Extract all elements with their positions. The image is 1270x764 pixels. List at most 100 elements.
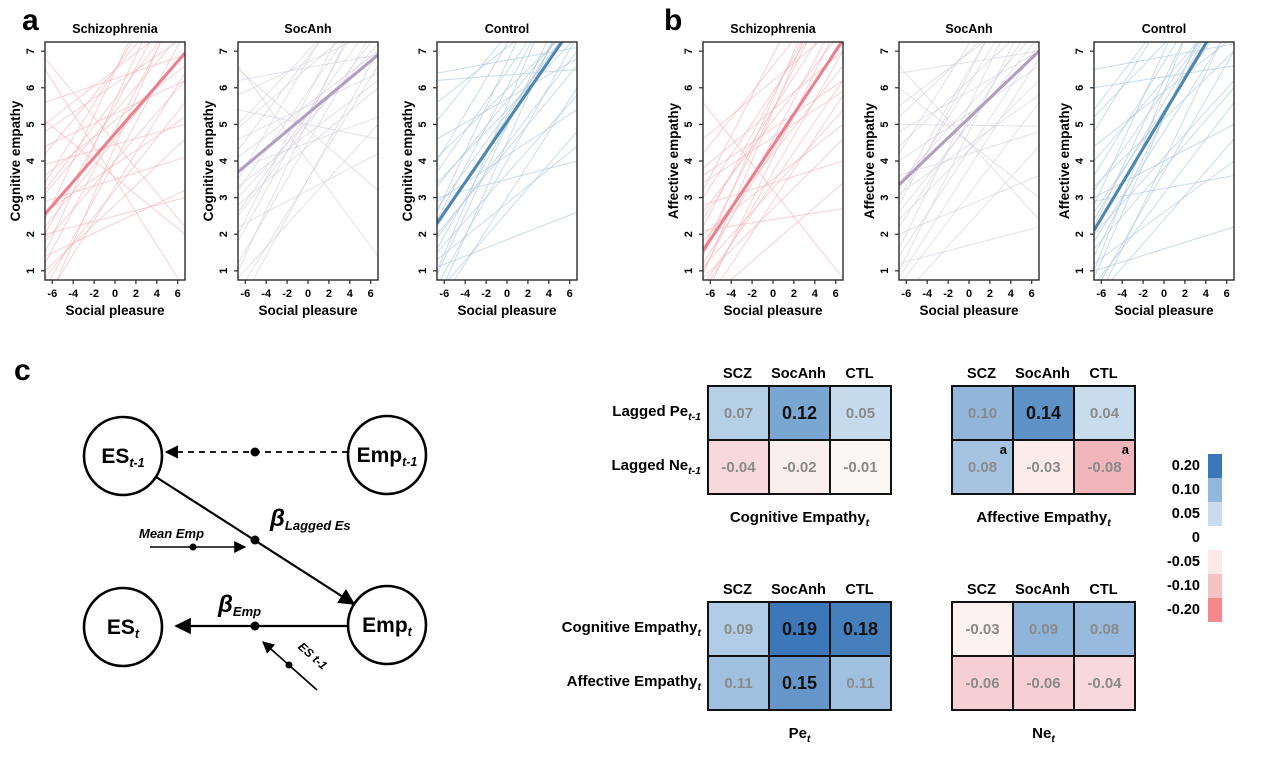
x-tick-label: -4 [68,288,79,300]
cell-value: -0.06 [1026,674,1061,692]
column-header: SCZ [967,366,996,382]
legend-swatch [1208,526,1222,550]
subject-line [1110,138,1234,280]
subject-line [899,65,1039,220]
subject-line [899,175,1039,235]
subject-line [437,42,529,173]
y-tick-label: 1 [218,268,230,274]
subject-line [437,42,502,122]
plot-svg: -6 -4 -2 0 2 4 6 1 2 3 4 5 6 7 SocAnh Affective empathy… [864,22,1040,318]
column-header: SocAnh [1015,582,1070,598]
spaghetti-plot-b-socanh: -6 -4 -2 0 2 4 6 1 2 3 4 5 6 7 SocAnh Affective empathy… [864,20,1040,322]
node-label-emp-lag: Empt-1 [357,444,418,469]
heatmap-column-headers: SCZ SocAnh CTL [951,362,1136,385]
y-tick-label: 2 [683,231,695,237]
subject-line [703,80,843,177]
y-axis-label: Cognitive empathy [10,100,23,221]
subject-line [437,42,573,184]
subject-line [703,42,799,257]
y-tick-label: 5 [1074,121,1086,127]
subject-line [1094,43,1234,70]
subject-line [703,102,843,279]
subject-line [899,42,1029,184]
subject-line [899,58,1039,279]
x-tick-label: 4 [154,288,161,300]
subject-line [45,54,185,103]
subject-line [238,42,320,180]
heatmap-grid: -0.03 0.09 0.08 -0.06 -0.06 -0.04 [951,601,1136,711]
y-tick-label: 5 [417,121,429,127]
path-dot [250,447,260,457]
y-tick-label: 2 [1074,231,1086,237]
subject-line [445,42,553,280]
subject-line [902,102,1039,280]
heatmap-cell: -0.04 [708,440,769,494]
x-tick-label: -6 [439,288,449,300]
heatmap-caption: Net [1032,725,1055,745]
cell-value: 0.10 [967,404,998,422]
cell-value: -0.03 [1026,458,1061,476]
y-tick-label: 7 [417,48,429,54]
plot-title: SocAnh [284,22,331,36]
x-tick-label: -6 [47,288,57,300]
subject-line [899,42,1015,272]
subject-line [1094,123,1234,199]
subject-line [1094,175,1234,202]
subject-line [703,42,817,220]
subject-line [45,42,162,264]
heatmap-hm-pe: SCZ SocAnh CTL 0.09 0.19 0.18 0.11 0.15 0.11 Cogn… [562,578,892,745]
heatmap-caption: Cognitive Empathyt [729,509,870,529]
subject-line [238,43,378,198]
y-tick-label: 6 [25,85,37,91]
x-tick-label: 0 [770,288,776,300]
cell-value: 0.09 [723,620,754,638]
heatmap-column-headers: SCZ SocAnh CTL [707,578,892,601]
node-circle-emp-lag [346,414,428,496]
legend-swatch [1208,502,1222,526]
subject-line [238,72,378,140]
y-tick-label: 7 [25,48,37,54]
plot-svg: -6 -4 -2 0 2 4 6 1 2 3 4 5 6 7 Control Affective empath… [1059,22,1235,318]
subject-line [238,109,378,140]
panel-c-label: c [14,354,31,387]
x-tick-label: 6 [833,288,839,300]
heatmap-cell: 0.09 [1013,602,1074,656]
x-tick-label: 6 [1029,288,1035,300]
heatmap-grid: 0.10 0.14 0.04 0.08 a -0.03 -0.08 a [951,385,1136,495]
spaghetti-plot-a-scz: -6 -4 -2 0 2 4 6 1 2 3 4 5 6 7 Schizophrenia Cognitive … [10,20,186,322]
legend-entry: 0 [1148,526,1222,550]
moderator-dot [189,543,197,551]
y-tick-label: 4 [218,157,230,164]
plot-title: Control [1142,22,1186,36]
x-tick-label: -2 [282,288,292,300]
subject-line [45,120,185,235]
subject-line [1094,42,1211,213]
subject-line [238,42,336,235]
heatmap-cell: -0.06 [952,656,1013,710]
heatmap-cell: -0.04 [1074,656,1135,710]
cell-value: 0.15 [781,672,818,693]
subject-line [437,42,515,103]
spaghetti-plot-b-ctl: -6 -4 -2 0 2 4 6 1 2 3 4 5 6 7 Control Affective empath… [1059,20,1235,322]
subject-line [238,42,353,96]
subject-line [252,50,378,280]
legend-label: 0.05 [1171,506,1200,522]
subject-line [703,208,843,232]
cell-superscript: a [1121,442,1129,457]
heatmap-column-headers: SCZ SocAnh CTL [707,362,892,385]
x-tick-label: -6 [240,288,250,300]
y-tick-label: 2 [25,231,37,237]
x-axis-label: Social pleasure [723,303,823,318]
heatmap-cell: 0.19 [769,602,830,656]
y-tick-label: 5 [683,121,695,127]
subject-line [45,189,185,257]
subject-line [703,42,834,213]
subject-line [238,54,378,81]
x-tick-label: 4 [347,288,354,300]
y-tick-label: 3 [683,195,695,201]
legend-swatch [1208,598,1222,622]
y-tick-label: 6 [218,85,230,91]
y-tick-label: 1 [417,268,429,274]
heatmap-cell: 0.08 a [952,440,1013,494]
heatmap-hm-cog: SCZ SocAnh CTL 0.07 0.12 0.05 -0.04 -0.02 -0.01 L… [611,362,892,529]
